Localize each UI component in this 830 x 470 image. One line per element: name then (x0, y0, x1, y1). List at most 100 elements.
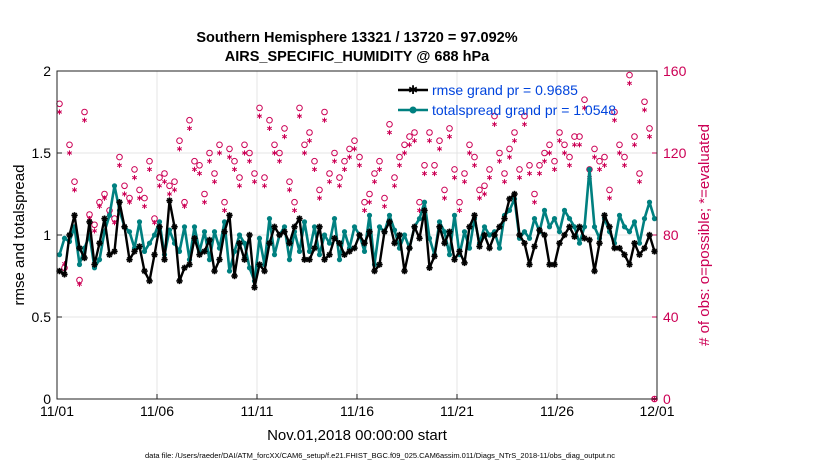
totalspread-point (566, 216, 573, 222)
totalspread-point (181, 224, 188, 230)
x-tick-label: 11/11 (241, 403, 274, 419)
rmse-star-stroke (601, 212, 608, 219)
rmse-star-stroke (536, 227, 543, 233)
totalspread-point (446, 252, 453, 258)
obs-star-stroke (461, 179, 468, 184)
obs-possible-marker (426, 129, 433, 136)
rmse-star-stroke (381, 228, 388, 235)
totalspread-point (111, 183, 118, 189)
obs-star-stroke (386, 130, 393, 135)
rmse-point (271, 223, 278, 230)
obs-possible-marker (456, 198, 463, 206)
rmse-star-stroke (626, 261, 633, 268)
obs-star-stroke (246, 159, 253, 163)
rmse-star-stroke (146, 278, 153, 284)
right-tick-label: 40 (663, 309, 679, 325)
rmse-star-stroke (236, 240, 243, 247)
totalspread-point (201, 229, 208, 235)
rmse-star-stroke (351, 245, 358, 251)
rmse-point (201, 248, 208, 255)
totalspread-point (96, 257, 103, 263)
rmse-star-stroke (361, 240, 368, 247)
obs-evaluated-marker (111, 220, 118, 226)
obs-star-stroke (341, 167, 348, 172)
rmse-star-stroke (161, 256, 168, 263)
obs-star-stroke (601, 163, 608, 168)
x-tick-label: 11/16 (340, 403, 374, 419)
totalspread-point (321, 232, 328, 238)
totalspread-point (136, 219, 143, 225)
obs-possible-marker (461, 170, 468, 177)
rmse-point (476, 243, 483, 250)
obs-evaluated-marker (261, 183, 268, 189)
totalspread-point (141, 248, 148, 254)
rmse-point (346, 248, 353, 255)
obs-evaluated-marker (361, 207, 368, 213)
rmse-point (646, 231, 653, 239)
totalspread-point (486, 232, 493, 238)
obs-star-stroke (411, 138, 418, 143)
obs-star-stroke (506, 155, 513, 159)
rmse-point (641, 244, 648, 252)
obs-star-stroke (66, 151, 73, 155)
obs-evaluated-marker (236, 183, 243, 189)
x-tick-label: 11/21 (440, 403, 474, 419)
rmse-star-stroke (101, 215, 108, 222)
rmse-point (546, 261, 553, 268)
rmse-star-stroke (496, 223, 503, 230)
totalspread-point (386, 212, 393, 218)
rmse-star-stroke (341, 251, 348, 258)
rmse-point (251, 284, 258, 291)
obs-star-stroke (101, 196, 108, 200)
totalspread-point (541, 207, 548, 213)
totalspread-point (176, 248, 183, 254)
obs-star-stroke (401, 151, 408, 155)
totalspread-point (551, 216, 558, 222)
totalspread-point (241, 240, 248, 246)
totalspread-point (341, 229, 348, 235)
obs-evaluated-marker (166, 191, 173, 197)
obs-star-stroke (491, 122, 498, 127)
rmse-point (396, 231, 403, 239)
rmse-point (536, 226, 543, 234)
rmse-series (56, 190, 658, 291)
obs-possible-marker (576, 133, 583, 140)
rmse-point (526, 261, 533, 268)
obs-evaluated-marker (636, 179, 643, 185)
left-tick-label: 2 (43, 63, 51, 79)
rmse-star-stroke (586, 237, 593, 243)
obs-star-stroke (591, 155, 598, 159)
obs-evaluated-marker (156, 183, 163, 189)
obs-possible-marker (66, 141, 73, 149)
rmse-point (126, 256, 133, 263)
obs-star-stroke (431, 171, 438, 176)
obs-evaluated-marker (141, 203, 148, 209)
rmse-star-stroke (91, 261, 98, 268)
rmse-star-stroke (121, 223, 128, 230)
totalspread-point (331, 216, 338, 222)
obs-evaluated-marker (436, 146, 443, 152)
obs-possible-marker (336, 174, 343, 181)
obs-star-stroke (176, 147, 183, 151)
totalspread-point (326, 240, 333, 246)
obs-star-stroke (596, 167, 603, 172)
obs-star-stroke (526, 171, 533, 176)
obs-possible-marker (546, 141, 553, 149)
rmse-point (141, 267, 148, 275)
obs-evaluated-marker (161, 179, 168, 185)
obs-evaluated-marker (401, 150, 408, 156)
obs-possible-marker (361, 198, 368, 206)
rmse-star-stroke (531, 243, 538, 250)
totalspread-point (281, 224, 288, 230)
rmse-point (491, 231, 498, 239)
plot-area-frame (56, 70, 658, 400)
rmse-star-stroke (591, 268, 598, 274)
obs-possible-marker (201, 190, 208, 198)
obs-evaluated-marker (281, 134, 288, 140)
obs-possible-marker (171, 178, 178, 185)
rmse-point (306, 256, 313, 263)
rmse-point (431, 253, 438, 260)
obs-possible-marker (296, 104, 303, 112)
obs-evaluated-marker (71, 187, 78, 193)
rmse-point (446, 228, 453, 235)
